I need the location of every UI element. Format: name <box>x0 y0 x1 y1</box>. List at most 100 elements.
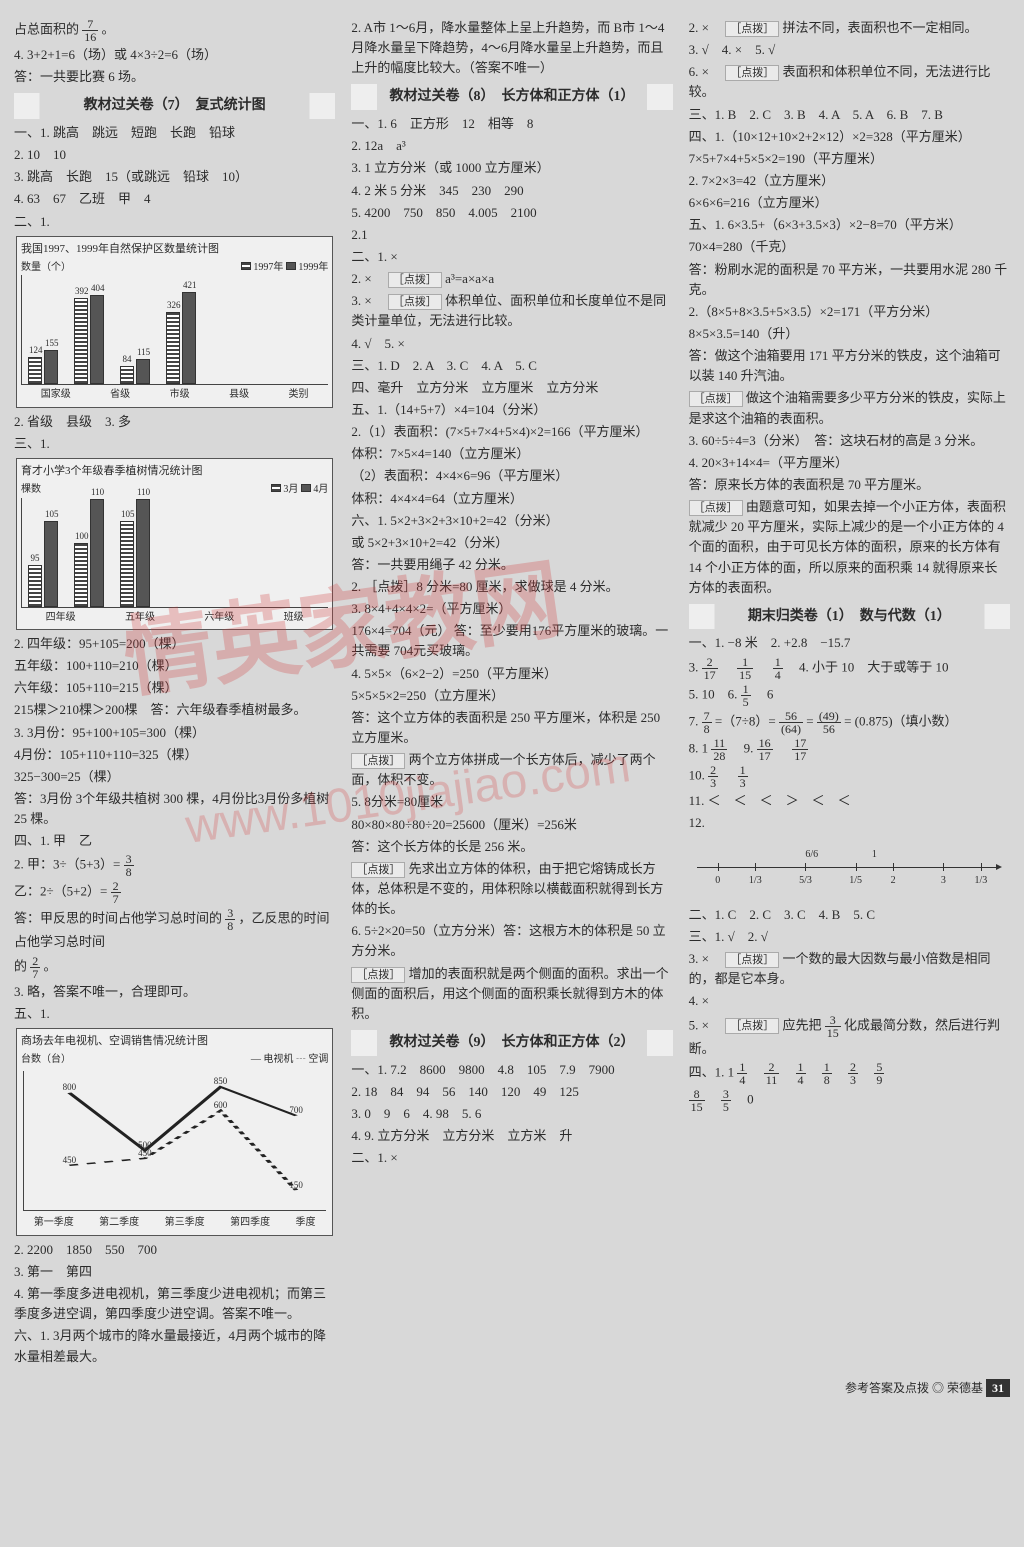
text-line: 3. 8×4+4×4×2=（平方厘米） <box>351 599 672 619</box>
fraction: 27 <box>111 880 121 905</box>
hint-label: ［点拨］ <box>725 1018 779 1034</box>
text-line: 176×4=704（元） 答：至少要用176平方厘米的玻璃。一共需要 704元买… <box>351 621 672 661</box>
text-line: ［点拨］ 先求出立方体的体积，由于把它熔铸成长方体，总体积是不变的，用体积除以横… <box>351 859 672 919</box>
text-line: 四、1.（10×12+10×2+2×12）×2=328（平方厘米） <box>689 127 1010 147</box>
fraction: (49)56 <box>817 710 841 735</box>
number-line: 01/35/31/5231/36/61 <box>693 839 1006 899</box>
text-line: 二、1. C 2. C 3. C 4. B 5. C <box>689 905 1010 925</box>
text-line: 4. 第一季度多进电视机，第三季度少进电视机；而第三季度多进空调，第四季度少进空… <box>14 1284 335 1324</box>
text: 9. <box>731 740 757 755</box>
text-line: 三、1. √ 2. √ <box>689 927 1010 947</box>
text-line: 2.（1）表面积：(7×5+7×4+5×4)×2=166（平方厘米） <box>351 422 672 442</box>
text-line: 答：甲反思的时间占他学习总时间的 38 ，乙反思的时间占他学习总时间 <box>14 907 335 952</box>
hint-label: ［点拨］ <box>388 272 442 288</box>
footer-text: 参考答案及点拨 <box>845 1381 929 1395</box>
legend-item: 电视机 <box>263 1054 293 1065</box>
text-line: 10. 23 13 <box>689 764 1010 789</box>
text-line: 3. 第一 第四 <box>14 1262 335 1282</box>
text-line: 80×80×80÷80÷20=25600（厘米）=256米 <box>351 815 672 835</box>
text-line: 2. × ［点拨］ a³=a×a×a <box>351 269 672 289</box>
text-line: 4. √ 5. × <box>351 334 672 354</box>
text-line: 2. 省级 县级 3. 多 <box>14 412 335 432</box>
text: 2. × <box>689 20 722 35</box>
text-line: 3. 60÷5÷4=3（分米） 答：这块石材的高是 3 分米。 <box>689 431 1010 451</box>
fraction: 211 <box>764 1061 780 1086</box>
text-line: 3. 1 立方分米（或 1000 立方厘米） <box>351 158 672 178</box>
x-labels: 第一季度第二季度第三季度第四季度季度 <box>21 1215 328 1231</box>
text-line: 四、1. 甲 乙 <box>14 831 335 851</box>
chart-bars: 95105100110105110 <box>21 498 328 608</box>
legend-item: 3月 <box>283 484 298 495</box>
text-line: 五、1. <box>14 1004 335 1024</box>
text: 0 <box>734 1091 754 1106</box>
text: 7. <box>689 713 702 728</box>
text-line: ［点拨］ 做这个油箱需要多少平方分米的铁皮，实际上是求这个油箱的表面积。 <box>689 388 1010 428</box>
hint-label: ［点拨］ <box>351 862 405 878</box>
section-title-final: 期末归类卷（1） 数与代数（1） <box>689 604 1010 630</box>
fraction: 14 <box>796 1061 806 1086</box>
text-line: 3. 略，答案不唯一，合理即可。 <box>14 982 335 1002</box>
section-title-9: 教材过关卷（9） 长方体和正方体（2） <box>351 1030 672 1056</box>
fraction: 56(64) <box>779 710 803 735</box>
page-number: 31 <box>986 1379 1010 1397</box>
column-1: 占总面积的 716 。 4. 3+2+1=6（场）或 4×3÷2=6（场） 答：… <box>14 18 335 1369</box>
text-line: 答：原来长方体的表面积是 70 平方厘米。 <box>689 475 1010 495</box>
text-line: 815 35 0 <box>689 1088 1010 1113</box>
text-line: 答：这个长方体的长是 256 米。 <box>351 837 672 857</box>
text: 拼法不同，表面积也不一定相同。 <box>783 20 978 35</box>
text-line: 4. 20×3+14×4=（平方厘米） <box>689 453 1010 473</box>
hint-label: ［点拨］ <box>351 753 405 769</box>
hint-label: ［点拨］ <box>725 65 779 81</box>
text-line: 一、1. −8 米 2. +2.8 −15.7 <box>689 633 1010 653</box>
text-line: 2. ［点拨］8 分米=80 厘米，求做球是 4 分米。 <box>351 577 672 597</box>
text-line: 6. × ［点拨］ 表面积和体积单位不同，无法进行比较。 <box>689 62 1010 102</box>
text-line: 3. × ［点拨］ 一个数的最大因数与最小倍数是相同的，都是它本身。 <box>689 949 1010 989</box>
text: 的 <box>14 958 27 973</box>
hint-label: ［点拨］ <box>689 500 743 516</box>
text-line: 答：这个立方体的表面积是 250 平方厘米，体积是 250 立方厘米。 <box>351 708 672 748</box>
fraction: 38 <box>124 853 134 878</box>
text-line: ［点拨］ 由题意可知，如果去掉一个小正方体，表面积就减少 20 平方厘米，实际上… <box>689 497 1010 598</box>
text: 乙：2÷（5+2）= <box>14 884 107 899</box>
text-line: 四、毫升 立方分米 立方厘米 立方分米 <box>351 378 672 398</box>
text: 6 <box>754 686 774 701</box>
text-line: 一、1. 7.2 8600 9800 4.8 105 7.9 7900 <box>351 1060 672 1080</box>
text-line: 三、1. D 2. A 3. C 4. A 5. C <box>351 356 672 376</box>
text: 5. × <box>689 1017 722 1032</box>
fraction: 815 <box>689 1088 705 1113</box>
page-footer: 参考答案及点拨 ◎ 荣德基 31 <box>14 1379 1010 1398</box>
fraction: 1128 <box>711 737 727 762</box>
text <box>721 767 734 782</box>
section-title-8: 教材过关卷（8） 长方体和正方体（1） <box>351 84 672 110</box>
text-line: 2. 四年级：95+105=200（棵） <box>14 634 335 654</box>
text-line: 70×4=280（千克） <box>689 237 1010 257</box>
text-line: 7. 78 =（7÷8）= 56(64) = (49)56 = (0.875)（… <box>689 710 1010 735</box>
text: 应先把 <box>783 1017 825 1032</box>
text: 10. <box>689 767 709 782</box>
fraction: 315 <box>825 1014 841 1039</box>
text-line: 答：做这个油箱要用 171 平方分米的铁皮，这个油箱可以装 140 升汽油。 <box>689 346 1010 386</box>
text-line: 4. 2 米 5 分米 345 230 290 <box>351 181 672 201</box>
text-line: ［点拨］ 增加的表面积就是两个侧面的面积。求出一个侧面的面积后，用这个侧面的面积… <box>351 964 672 1024</box>
fraction: 35 <box>721 1088 731 1113</box>
column-3: 2. × ［点拨］ 拼法不同，表面积也不一定相同。 3. √ 4. × 5. √… <box>689 18 1010 1369</box>
text: 3. <box>689 659 702 674</box>
fraction: 59 <box>874 1061 884 1086</box>
text-line: 5. 4200 750 850 4.005 2100 <box>351 203 672 223</box>
text-line: 11. ＜ ＜ ＜ ＞ ＜ ＜ <box>689 791 1010 811</box>
legend-item: 1997年 <box>253 262 283 273</box>
text-line: 五、1. 6×3.5+（6×3+3.5×3）×2−8=70（平方米） <box>689 215 1010 235</box>
legend-item: 空调 <box>308 1054 328 1065</box>
text-line: 二、1. × <box>351 1148 672 1168</box>
text-line: ［点拨］ 两个立方体拼成一个长方体后，减少了两个面，体积不变。 <box>351 750 672 790</box>
fraction: 115 <box>737 656 753 681</box>
fraction: 13 <box>738 764 748 789</box>
text-line: （2）表面积：4×4×6=96（平方厘米） <box>351 466 672 486</box>
text <box>756 659 769 674</box>
text-line: 乙：2÷（5+2）= 27 <box>14 880 335 905</box>
text-line: 六年级：105+110=215（棵） <box>14 678 335 698</box>
text-line: 的 27 。 <box>14 955 335 980</box>
text: 。 <box>102 21 115 36</box>
fraction: 716 <box>82 18 98 43</box>
text-line: 四、1. 1 14 211 14 18 23 59 <box>689 1061 1010 1086</box>
